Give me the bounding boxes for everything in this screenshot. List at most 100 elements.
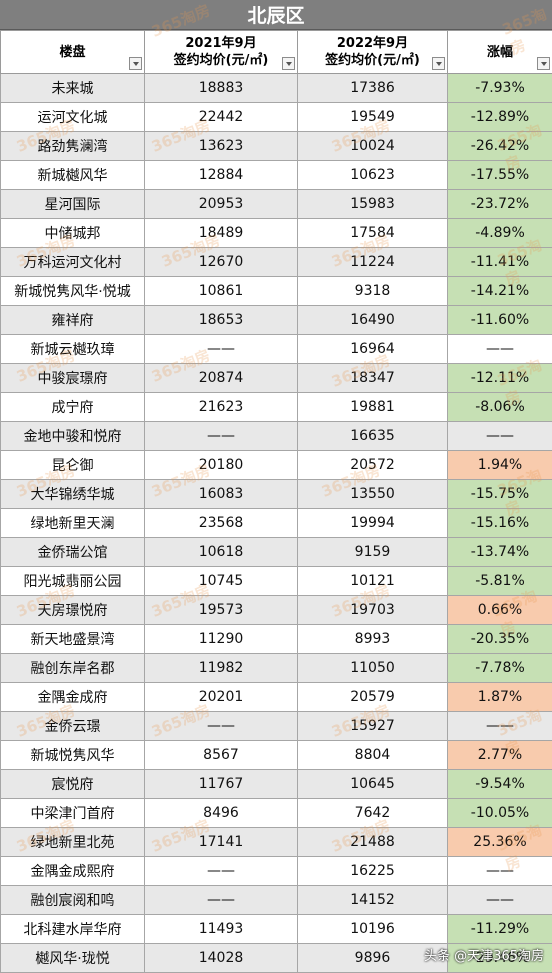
cell-change: -10.05%: [448, 799, 552, 828]
cell-price-2022: 13550: [298, 480, 448, 509]
cell-price-2021: 12884: [145, 161, 298, 190]
cell-project-name: 大华锦绣华城: [1, 480, 145, 509]
table-row: 金地中骏和悦府——16635——: [1, 422, 552, 451]
cell-price-2021: 22442: [145, 103, 298, 132]
cell-price-2022: 10121: [298, 567, 448, 596]
cell-project-name: 融创东岸名郡: [1, 654, 145, 683]
cell-project-name: 星河国际: [1, 190, 145, 219]
cell-project-name: 成宁府: [1, 393, 145, 422]
cell-price-2022: 16635: [298, 422, 448, 451]
cell-price-2021: 20201: [145, 683, 298, 712]
cell-price-2021: 20953: [145, 190, 298, 219]
cell-project-name: 万科运河文化村: [1, 248, 145, 277]
table-row: 金侨云璟——15927——: [1, 712, 552, 741]
header-project: 楼盘: [1, 31, 145, 74]
cell-project-name: 中骏宸璟府: [1, 364, 145, 393]
cell-change: -17.55%: [448, 161, 552, 190]
header-row: 楼盘 2021年9月 签约均价(元/㎡) 2022年9月 签约均价(元/㎡): [1, 31, 552, 74]
cell-price-2021: 11767: [145, 770, 298, 799]
cell-project-name: 新城云樾玖璋: [1, 335, 145, 364]
cell-price-2021: 11493: [145, 915, 298, 944]
footer-credit: 头条 @天津365淘房: [424, 945, 544, 964]
cell-price-2021: 21623: [145, 393, 298, 422]
cell-price-2022: 17584: [298, 219, 448, 248]
cell-price-2022: 16964: [298, 335, 448, 364]
cell-change: -15.16%: [448, 509, 552, 538]
cell-change: -12.89%: [448, 103, 552, 132]
cell-price-2021: 23568: [145, 509, 298, 538]
cell-price-2022: 19703: [298, 596, 448, 625]
cell-change: 25.36%: [448, 828, 552, 857]
cell-price-2021: ——: [145, 422, 298, 451]
cell-change: ——: [448, 422, 552, 451]
cell-change: 1.94%: [448, 451, 552, 480]
cell-project-name: 路劲隽澜湾: [1, 132, 145, 161]
cell-project-name: 金隅金成府: [1, 683, 145, 712]
header-project-label: 楼盘: [59, 44, 85, 61]
cell-change: -9.54%: [448, 770, 552, 799]
cell-project-name: 中梁津门首府: [1, 799, 145, 828]
cell-price-2021: 11982: [145, 654, 298, 683]
cell-price-2022: 19994: [298, 509, 448, 538]
cell-price-2022: 10645: [298, 770, 448, 799]
price-table: 楼盘 2021年9月 签约均价(元/㎡) 2022年9月 签约均价(元/㎡): [0, 30, 552, 973]
cell-change: ——: [448, 886, 552, 915]
filter-dropdown-icon[interactable]: [432, 57, 445, 70]
cell-change: -4.89%: [448, 219, 552, 248]
district-title: 北辰区: [0, 0, 552, 30]
cell-change: -15.75%: [448, 480, 552, 509]
cell-price-2022: 21488: [298, 828, 448, 857]
cell-project-name: 天房璟悦府: [1, 596, 145, 625]
cell-change: -11.60%: [448, 306, 552, 335]
cell-price-2021: 11290: [145, 625, 298, 654]
cell-price-2021: ——: [145, 857, 298, 886]
cell-price-2022: 10623: [298, 161, 448, 190]
filter-dropdown-icon[interactable]: [282, 57, 295, 70]
filter-dropdown-icon[interactable]: [129, 57, 142, 70]
cell-project-name: 新天地盛景湾: [1, 625, 145, 654]
cell-price-2021: 10745: [145, 567, 298, 596]
cell-price-2021: 17141: [145, 828, 298, 857]
cell-change: -8.06%: [448, 393, 552, 422]
cell-price-2022: 14152: [298, 886, 448, 915]
cell-price-2021: 14028: [145, 944, 298, 973]
cell-change: -11.41%: [448, 248, 552, 277]
cell-project-name: 中储城邦: [1, 219, 145, 248]
cell-price-2022: 11050: [298, 654, 448, 683]
cell-change: ——: [448, 712, 552, 741]
cell-change: -13.74%: [448, 538, 552, 567]
cell-project-name: 金隅金成熙府: [1, 857, 145, 886]
cell-price-2022: 9159: [298, 538, 448, 567]
cell-price-2022: 8804: [298, 741, 448, 770]
cell-change: 1.87%: [448, 683, 552, 712]
filter-dropdown-icon[interactable]: [537, 57, 550, 70]
cell-change: -14.21%: [448, 277, 552, 306]
cell-change: -11.29%: [448, 915, 552, 944]
cell-change: -7.93%: [448, 74, 552, 103]
cell-price-2022: 15983: [298, 190, 448, 219]
cell-project-name: 金侨瑞公馆: [1, 538, 145, 567]
header-2022-line2: 签约均价(元/㎡): [325, 52, 420, 69]
cell-change: -26.42%: [448, 132, 552, 161]
cell-project-name: 绿地新里北苑: [1, 828, 145, 857]
cell-price-2022: 16225: [298, 857, 448, 886]
cell-price-2021: 20874: [145, 364, 298, 393]
table-row: 融创宸阅和鸣——14152——: [1, 886, 552, 915]
cell-project-name: 雍祥府: [1, 306, 145, 335]
